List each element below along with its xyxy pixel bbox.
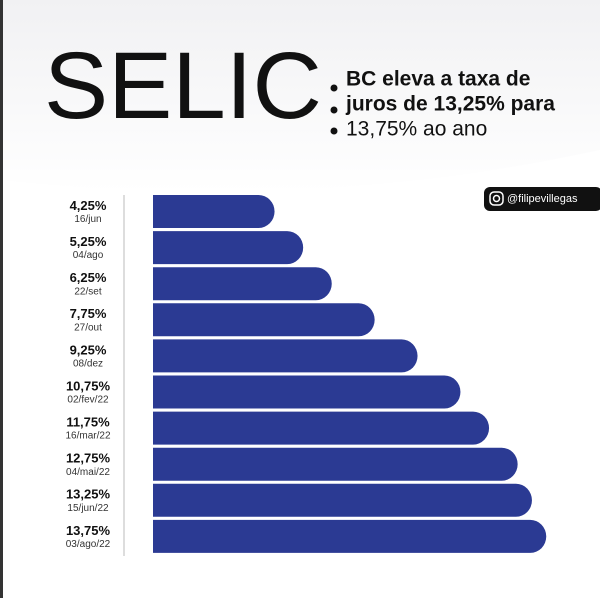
value-label: 12,75%	[66, 451, 111, 466]
bar	[153, 267, 332, 301]
value-label: 4,25%	[70, 198, 107, 213]
category-label: 27/out	[74, 322, 102, 333]
category-label: 16/mar/22	[65, 431, 110, 442]
bullet	[330, 106, 338, 114]
category-label: 08/dez	[73, 359, 103, 370]
bar	[153, 231, 304, 265]
bar	[153, 483, 532, 517]
subtitle: juros de 13,25% para	[345, 93, 555, 116]
handle-badge	[484, 187, 600, 211]
value-label: 7,75%	[70, 306, 107, 321]
instagram-icon	[489, 191, 504, 206]
value-label: 11,75%	[66, 415, 110, 430]
category-label: 02/fev/22	[67, 395, 109, 406]
handle: @filipevillegas	[507, 193, 578, 205]
left-edge	[0, 0, 3, 598]
value-label: 13,75%	[66, 523, 111, 538]
bar	[153, 195, 275, 228]
category-label: 22/set	[74, 286, 101, 297]
category-label: 15/jun/22	[67, 503, 109, 514]
bar	[153, 375, 461, 409]
bar	[153, 519, 547, 553]
category-label: 03/ago/22	[66, 539, 111, 550]
bar	[153, 447, 518, 481]
category-label: 04/mai/22	[66, 467, 110, 478]
bar	[153, 339, 418, 373]
value-label: 10,75%	[66, 378, 111, 393]
chart-title: SELIC	[44, 33, 322, 139]
bar	[153, 411, 490, 445]
bullet	[330, 84, 338, 92]
value-label: 13,25%	[66, 487, 111, 502]
category-label: 04/ago	[73, 250, 104, 261]
bar	[153, 303, 375, 337]
value-label: 5,25%	[70, 234, 107, 249]
subtitle: BC eleva a taxa de	[346, 68, 530, 91]
bullet	[330, 127, 338, 135]
instagram-icon	[492, 194, 501, 203]
value-label: 6,25%	[70, 270, 107, 285]
value-label: 9,25%	[70, 342, 107, 357]
subtitle: 13,75% ao ano	[346, 118, 487, 141]
category-label: 16/jun	[74, 214, 101, 225]
background-shape	[0, 0, 600, 193]
